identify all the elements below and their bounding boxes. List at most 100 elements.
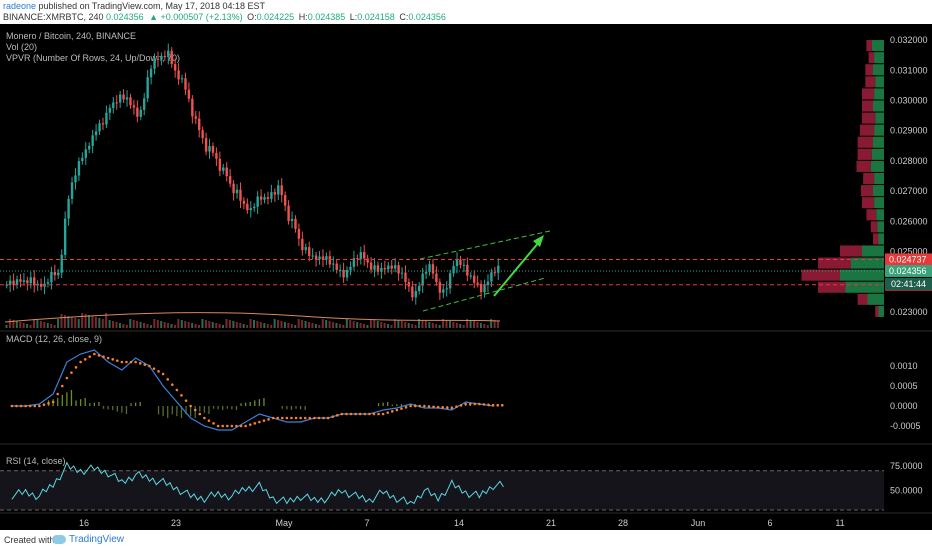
volume-bar <box>177 319 180 328</box>
high-value: 0.024385 <box>307 12 346 22</box>
vpvr-up-row <box>874 52 884 64</box>
candle-body <box>125 97 129 100</box>
channel-upper-line[interactable] <box>419 230 551 260</box>
candle-body <box>63 218 67 255</box>
tradingview-brand: TradingView <box>69 534 125 545</box>
open-value: 0.024225 <box>256 12 295 22</box>
vpvr-up-row <box>840 269 884 281</box>
volume-bar <box>156 320 159 328</box>
signal-dot <box>468 402 472 406</box>
volume-bar <box>294 325 297 328</box>
author-name[interactable]: radeone <box>3 1 37 11</box>
price-axis[interactable]: 0.032000 0.031000 0.030000 0.029000 0.028000… <box>890 35 928 495</box>
volume-bar <box>39 321 42 328</box>
signal-dot <box>377 412 380 416</box>
legend-rsi[interactable]: RSI (14, close) <box>6 456 66 466</box>
vpvr-down-row <box>866 209 877 221</box>
candle-body <box>15 279 19 286</box>
candle-body <box>228 176 232 184</box>
tradingview-logo[interactable]: TradingView <box>52 534 124 545</box>
legend-symbol[interactable]: Monero / Bitcoin, 240, BINANCE <box>6 31 136 41</box>
volume-bar <box>466 319 469 328</box>
candle-body <box>33 277 36 286</box>
legend-macd[interactable]: MACD (12, 26, close, 9) <box>6 334 102 344</box>
macd-line <box>11 349 494 431</box>
volume-bar <box>266 324 269 328</box>
candle-body <box>225 167 228 177</box>
vpvr-up-row <box>871 148 884 160</box>
candle-body <box>232 183 235 194</box>
signal-dot <box>193 408 197 412</box>
signal-dot <box>409 404 412 408</box>
signal-dot <box>413 404 417 408</box>
signal-dot <box>450 406 454 410</box>
legend-vpvr[interactable]: VPVR (Number Of Rows, 24, Up/Down, 70) <box>6 53 180 63</box>
signal-dot <box>436 405 440 409</box>
vpvr-up-row <box>874 88 884 100</box>
rsi-line <box>11 461 504 505</box>
candle-body <box>218 158 222 171</box>
volume-bar <box>43 322 46 328</box>
signal-dot <box>482 403 486 406</box>
volume-bar <box>414 325 417 328</box>
projection-arrow[interactable] <box>493 241 540 297</box>
volume-bar <box>118 323 121 328</box>
time-axis[interactable]: 16 23 May 7 14 21 28 Jun 6 11 <box>79 518 845 528</box>
volume-bar <box>36 320 39 328</box>
volume-bar <box>204 320 207 328</box>
chart-footer: Created with TradingView <box>0 530 932 550</box>
volume-bar <box>160 321 163 328</box>
time-tick-label: Jun <box>691 518 706 528</box>
volume-bar <box>270 325 273 328</box>
signal-dot <box>189 404 192 408</box>
candle-body <box>67 198 70 219</box>
candle-body <box>177 70 180 80</box>
volume-bar <box>108 320 111 328</box>
macd-pane <box>10 349 504 431</box>
signal-dot <box>345 412 348 416</box>
candle-body <box>118 94 122 103</box>
volume-bar <box>77 319 80 328</box>
vpvr-up-row <box>867 293 884 305</box>
volume-bar <box>359 323 362 328</box>
candle-body <box>338 269 342 271</box>
legend-volume[interactable]: Vol (20) <box>6 42 37 52</box>
vpvr-down-row <box>862 112 876 124</box>
candle-body <box>497 265 500 273</box>
chart-area[interactable]: Monero / Bitcoin, 240, BINANCE Vol (20) … <box>0 24 932 530</box>
volume-bar <box>335 323 338 328</box>
candle-body <box>143 98 146 110</box>
candle-body <box>50 272 53 283</box>
signal-dot <box>83 358 87 361</box>
candle-body <box>431 264 435 274</box>
time-tick-label: 7 <box>364 518 369 528</box>
volume-bar <box>149 325 152 328</box>
candle-body <box>297 228 301 239</box>
volume-bar <box>232 321 235 328</box>
signal-dot <box>464 402 467 406</box>
candle-body <box>167 50 170 58</box>
volume-bar <box>342 325 345 328</box>
signal-dot <box>455 405 458 408</box>
volume-bar <box>387 324 390 328</box>
volume-bar <box>153 319 156 328</box>
volume-bar <box>290 324 293 328</box>
candle-body <box>455 259 459 267</box>
candle-body <box>91 135 94 146</box>
vpvr-down-row <box>859 124 875 136</box>
candle-body <box>5 284 8 286</box>
channel-lower-line[interactable] <box>422 277 546 312</box>
volume-bar <box>50 324 53 328</box>
vpvr-up-row <box>862 245 884 257</box>
signal-dot <box>381 412 385 416</box>
candle-body <box>445 288 448 290</box>
close-key: C: <box>399 12 409 22</box>
price-tick-label: 0.023000 <box>890 307 928 317</box>
candle-body <box>321 256 325 260</box>
volume-bar <box>163 322 166 328</box>
chart-canvas[interactable]: Monero / Bitcoin, 240, BINANCE Vol (20) … <box>0 24 932 530</box>
volume-bar <box>263 323 266 328</box>
vpvr-down-row <box>857 293 868 305</box>
volume-bar <box>184 321 187 328</box>
signal-dot <box>216 424 220 428</box>
